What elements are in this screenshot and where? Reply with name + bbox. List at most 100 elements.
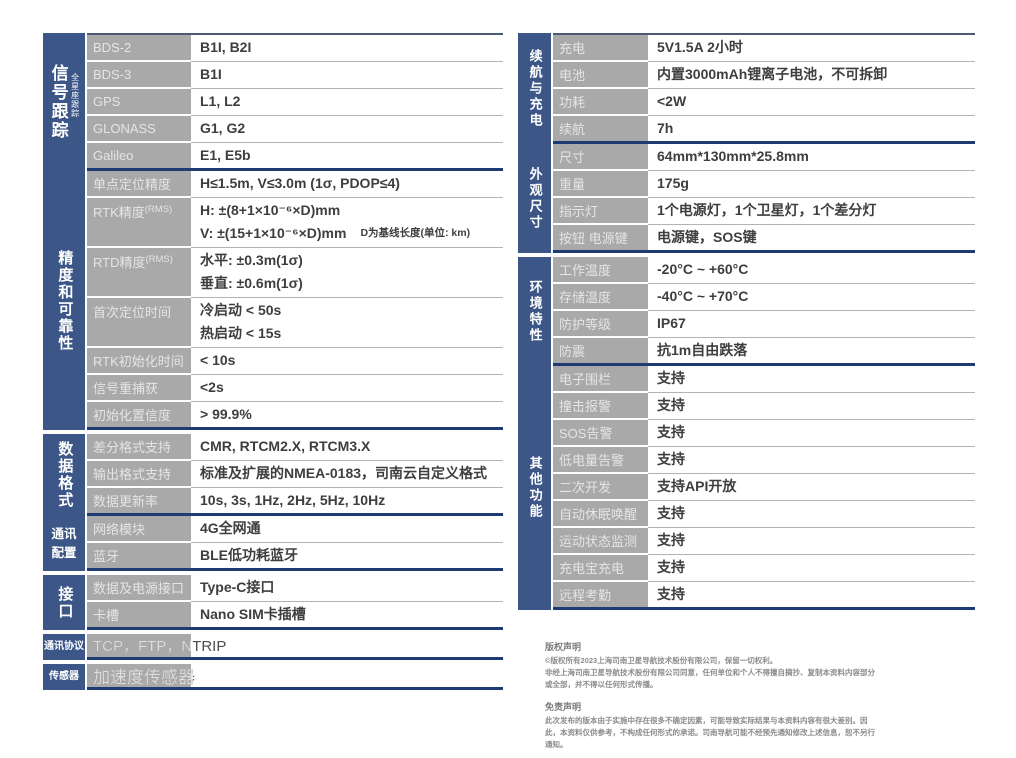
row-label-text: RTD精度 [93, 255, 146, 270]
spec-section: 信号跟踪 全星座跟踪 BDS-2 B1I, B2I BDS-3 B1I GPS L1, L2 G… [43, 33, 503, 171]
row-value-text: H: ±(8+1×10⁻⁶×D)mm V: ±(15+1×10⁻⁶×D)mm [200, 202, 347, 241]
section-rows: 工作温度 -20°C ~ +60°C 存储温度 -40°C ~ +70°C 防护等级 IP… [553, 257, 975, 366]
row-value-text: 电源键，SOS键 [657, 229, 757, 245]
copyright-text: ©版权所有2023上海司南卫星导航技术股份有限公司，保留一切权利。 非经上海司南… [545, 656, 875, 689]
spec-row: 差分格式支持 CMR, RTCM2.X, RTCM3.X [87, 434, 503, 461]
row-value-text: 冷启动 < 50s 热启动 < 15s [200, 302, 282, 341]
spec-row: RTK精度 (RMS) H: ±(8+1×10⁻⁶×D)mm V: ±(15+1×1… [87, 198, 503, 248]
category-label: 通讯协议 [44, 640, 84, 652]
row-label-text: RTK精度 [93, 205, 145, 220]
spec-row: 初始化置信度 > 99.9% [87, 402, 503, 427]
row-label: 充电宝充电 [553, 555, 648, 580]
row-label: 撞击报警 [553, 393, 648, 418]
row-value-text: 支持API开放 [657, 478, 737, 494]
row-label: 信号重捕获 [87, 375, 191, 400]
row-label-text: 电池 [559, 68, 586, 83]
row-value-text: <2W [657, 93, 687, 109]
row-label-text: 低电量告警 [559, 453, 625, 468]
row-label: 工作温度 [553, 257, 648, 282]
row-value: 5V1.5A 2小时 [648, 35, 975, 62]
row-label: 防护等级 [553, 311, 648, 336]
row-label: 首次定位时间 [87, 298, 191, 346]
row-label-text: 网络模块 [93, 522, 146, 537]
row-value: 水平: ±0.3m(1σ) 垂直: ±0.6m(1σ) [191, 248, 503, 298]
row-value: 4G全网通 [191, 516, 503, 543]
row-label-text: 单点定位精度 [93, 177, 172, 192]
row-label: BDS-2 [87, 35, 191, 60]
row-label: 尺寸 [553, 144, 648, 169]
spec-row: 电池 内置3000mAh锂离子电池，不可拆卸 [553, 62, 975, 89]
section-rows: 单点定位精度 H≤1.5m, V≤3.0m (1σ, PDOP≤4) RTK精度 (R… [87, 171, 503, 430]
spec-section: 数据格式 差分格式支持 CMR, RTCM2.X, RTCM3.X 输出格式支持 标准及… [43, 434, 503, 516]
row-label-text: 自动休眠唤醒 [559, 507, 638, 522]
row-label: 卡槽 [87, 602, 191, 627]
row-label: 单点定位精度 [87, 171, 191, 196]
category-cell-inner: 续航与充电 [526, 49, 543, 129]
row-value-text: 水平: ±0.3m(1σ) 垂直: ±0.6m(1σ) [200, 252, 303, 291]
spec-row: 存储温度 -40°C ~ +70°C [553, 284, 975, 311]
spec-row: 续航 7h [553, 116, 975, 141]
row-label: 蓝牙 [87, 543, 191, 568]
row-value-text: 7h [657, 120, 674, 136]
section-rows: 差分格式支持 CMR, RTCM2.X, RTCM3.X 输出格式支持 标准及扩展的N… [87, 434, 503, 516]
row-value-text: BLE低功耗蓝牙 [200, 547, 298, 563]
category-label: 数据格式 [56, 441, 74, 509]
row-label-text: GLONASS [93, 121, 156, 136]
row-label: 输出格式支持 [87, 461, 191, 486]
spec-row: GPS L1, L2 [87, 89, 503, 116]
spec-row: 按钮 电源键 电源键，SOS键 [553, 225, 975, 250]
spec-row: BDS-2 B1I, B2I [87, 35, 503, 62]
row-label-text: 按钮 电源键 [559, 231, 628, 246]
spec-row: 指示灯 1个电源灯，1个卫星灯，1个差分灯 [553, 198, 975, 225]
row-label-text: Galileo [93, 148, 134, 163]
disclaimer-title: 免责声明 [545, 702, 582, 712]
row-value: 支持API开放 [648, 474, 975, 501]
row-value: 支持 [648, 393, 975, 420]
row-value: G1, G2 [191, 116, 503, 143]
category-label: 信号跟踪 [48, 64, 68, 140]
spec-row: 充电宝充电 支持 [553, 555, 975, 582]
row-label-sub: (RMS) [144, 204, 173, 215]
category-cell-inner: 传感器 [49, 671, 79, 684]
row-value: -20°C ~ +60°C [648, 257, 975, 284]
spec-row: GLONASS G1, G2 [87, 116, 503, 143]
row-value: IP67 [648, 311, 975, 338]
category-cell-inner: 数据格式 [55, 441, 74, 509]
section-rows: BDS-2 B1I, B2I BDS-3 B1I GPS L1, L2 GLONASS G1,… [87, 33, 503, 171]
row-value: BLE低功耗蓝牙 [191, 543, 503, 568]
row-label: 数据更新率 [87, 488, 191, 513]
spec-row: 数据及电源接口 Type-C接口 [87, 575, 503, 602]
row-label-text: 指示灯 [559, 204, 599, 219]
row-value: 支持 [648, 555, 975, 582]
spec-row: 电子围栏 支持 [553, 366, 975, 393]
row-value-text: H≤1.5m, V≤3.0m (1σ, PDOP≤4) [200, 175, 400, 191]
row-label-text: 充电 [559, 41, 586, 56]
row-label-text: GPS [93, 94, 121, 109]
spec-row: BDS-3 B1I [87, 62, 503, 89]
spec-row: 撞击报警 支持 [553, 393, 975, 420]
row-value: TCP，FTP，NTRIP [93, 638, 227, 655]
row-value: 电源键，SOS键 [648, 225, 975, 250]
row-label: 电池 [553, 62, 648, 87]
row-label: 防震 [553, 338, 648, 363]
spec-row: SOS告警 支持 [553, 420, 975, 447]
row-value: 内置3000mAh锂离子电池，不可拆卸 [648, 62, 975, 89]
row-label-text: 远程考勤 [559, 588, 612, 603]
row-value: 7h [648, 116, 975, 141]
row-label: 运动状态监测 [553, 528, 648, 553]
row-label: 按钮 电源键 [553, 225, 648, 250]
row-label-text: 数据及电源接口 [93, 581, 185, 596]
spec-row: 首次定位时间 冷启动 < 50s 热启动 < 15s [87, 298, 503, 348]
row-label-text: 电子围栏 [559, 372, 612, 387]
category-label: 传感器 [49, 670, 79, 682]
category-cell-inner: 环境特性 [526, 280, 543, 344]
row-value-text: > 99.9% [200, 406, 252, 422]
row-label-text: 充电宝充电 [559, 561, 625, 576]
category-cell: 精度和可靠性 [43, 171, 85, 430]
row-label-text: 信号重捕获 [93, 381, 159, 396]
category-cell: 外观尺寸 [518, 144, 551, 253]
row-label: 续航 [553, 116, 648, 141]
